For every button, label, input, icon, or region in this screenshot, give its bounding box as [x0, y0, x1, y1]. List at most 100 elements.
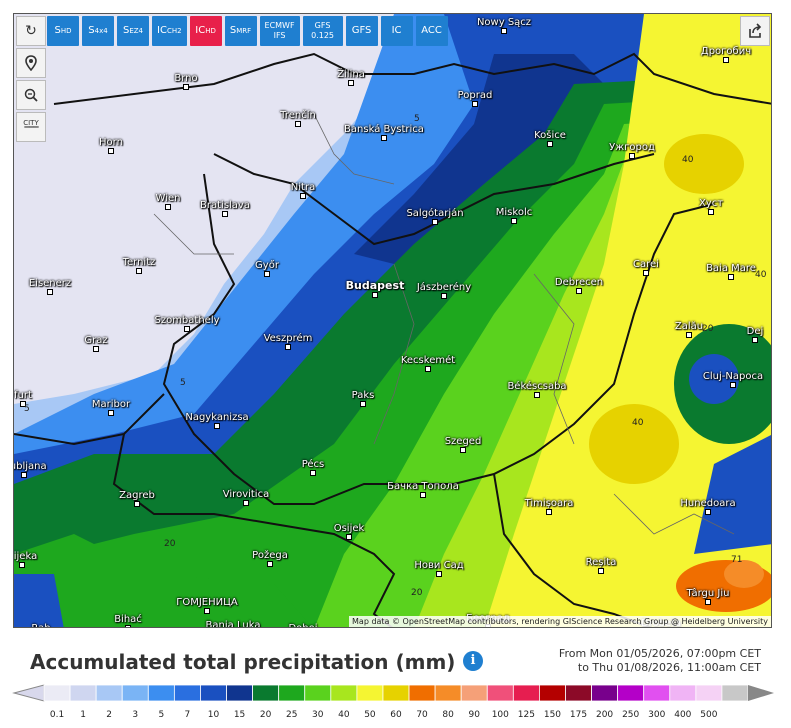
city-label[interactable]: Бачка Топола	[387, 481, 459, 492]
model-button-acc[interactable]: ACC	[415, 16, 448, 46]
city-label[interactable]: Banja Luka	[205, 620, 261, 628]
city-label[interactable]: Ужгород	[609, 142, 655, 153]
city-label[interactable]: Târgu Jiu	[686, 588, 730, 599]
city-marker	[264, 271, 270, 277]
legend-swatch	[95, 684, 123, 702]
city-label[interactable]: Bihać	[114, 614, 142, 625]
refresh-button[interactable]: ↻	[16, 16, 46, 46]
model-button-icch2[interactable]: IC CH2	[152, 16, 187, 46]
legend-value-label: 400	[674, 710, 692, 720]
info-icon[interactable]: i	[463, 651, 483, 671]
city-marker	[214, 423, 220, 429]
city-label[interactable]: Нови Сад	[414, 560, 464, 571]
city-marker	[425, 366, 431, 372]
city-label[interactable]: Miskolc	[495, 207, 533, 218]
city-label[interactable]: Osijek	[333, 523, 365, 534]
model-button-ic[interactable]: IC	[380, 16, 413, 46]
city-label[interactable]: Jászberény	[416, 282, 472, 293]
locate-button[interactable]	[16, 48, 46, 78]
city-label[interactable]: Paks	[351, 390, 375, 401]
city-label[interactable]: Békéscsaba	[507, 381, 567, 392]
city-marker	[125, 625, 131, 627]
city-label[interactable]: Košice	[534, 130, 566, 141]
city-label[interactable]: Nitra	[290, 182, 316, 193]
city-label[interactable]: Eisenerz	[28, 278, 72, 289]
city-label[interactable]: Salgótarján	[406, 208, 464, 219]
city-label[interactable]: Maribor	[91, 399, 131, 410]
city-label[interactable]: Kecskemét	[400, 355, 456, 366]
city-label[interactable]: Szombathely	[154, 315, 220, 326]
city-label[interactable]: Rab	[31, 623, 50, 627]
city-label[interactable]: Хуст	[698, 198, 724, 209]
city-label[interactable]: Nowy Sącz	[476, 17, 532, 28]
model-button-gfs-0-125[interactable]: GFS 0.125	[302, 16, 343, 46]
city-label[interactable]: Rijeka	[13, 551, 38, 562]
legend-value-label: 300	[648, 710, 666, 720]
city-label[interactable]: Horn	[99, 137, 123, 148]
city-label[interactable]: Wien	[155, 193, 181, 204]
city-label[interactable]: Debrecen	[554, 277, 604, 288]
city-label[interactable]: Doboj	[288, 623, 317, 627]
legend-upper-arrow	[748, 685, 774, 701]
city-marker	[460, 447, 466, 453]
model-button-gfs[interactable]: GFS	[345, 16, 378, 46]
city-label[interactable]: Győr	[255, 260, 279, 271]
contour-label: 5	[24, 404, 30, 414]
city-label[interactable]: Trenčín	[280, 110, 316, 121]
city-label[interactable]: Carei	[633, 259, 659, 270]
city-label[interactable]: Poprad	[457, 90, 493, 101]
contour-label: 20	[702, 324, 714, 334]
model-button-label: IC	[391, 25, 402, 36]
city-label[interactable]: Brno	[174, 73, 198, 84]
city-label[interactable]: Reșita	[585, 557, 617, 568]
legend-lower-arrow	[12, 684, 45, 702]
city-label[interactable]: Banská Bystrica	[344, 124, 424, 135]
model-button-label: GFS	[351, 25, 372, 36]
city-toggle-label: CITY	[23, 119, 39, 127]
city-label[interactable]: Pécs	[301, 459, 325, 470]
city-label[interactable]: Ternitz	[122, 257, 156, 268]
legend-swatch	[539, 684, 566, 702]
city-label[interactable]: Nagykanizsa	[185, 412, 249, 423]
model-button-s4x4[interactable]: S 4x4	[82, 16, 114, 46]
legend-swatch	[643, 684, 671, 702]
city-label[interactable]: Timișoara	[524, 498, 574, 509]
model-button-sublabel: HD	[205, 27, 216, 35]
city-label[interactable]: Žilina	[337, 69, 365, 80]
legend-value-label: 175	[569, 710, 588, 720]
city-label[interactable]: Ljubljana	[14, 461, 47, 472]
city-label[interactable]: Virovitica	[222, 489, 270, 500]
city-label[interactable]: Bratislava	[200, 200, 250, 211]
legend-swatch	[695, 684, 723, 702]
model-button-shd[interactable]: S HD	[47, 16, 79, 46]
model-button-ecmwf-ifs[interactable]: ECMWF IFS	[259, 16, 300, 46]
city-label[interactable]: Graz	[84, 335, 108, 346]
city-label[interactable]: Szeged	[444, 436, 482, 447]
share-button[interactable]	[740, 16, 770, 46]
model-button-sez4[interactable]: S EZ4	[117, 16, 149, 46]
legend-swatch	[226, 684, 253, 702]
city-label[interactable]: Hunedoara	[680, 498, 736, 509]
model-button-smrf[interactable]: S MRF	[224, 16, 257, 46]
city-label[interactable]: furt	[14, 390, 32, 401]
city-label[interactable]: Budapest	[345, 279, 405, 292]
city-label[interactable]: ГОМЈЕНИЦА	[176, 597, 238, 608]
city-label[interactable]: Дрогобич	[700, 46, 752, 57]
model-button-ichd[interactable]: IC HD	[189, 16, 222, 46]
city-marker	[708, 209, 714, 215]
legend-swatch	[591, 684, 619, 702]
city-toggle-button[interactable]: CITY ▔▔▔	[16, 112, 46, 142]
city-marker	[752, 337, 758, 343]
legend-swatch	[304, 684, 332, 702]
city-label[interactable]: Baia Mare	[706, 263, 756, 274]
city-label[interactable]: Zalău	[674, 321, 704, 332]
city-label[interactable]: Dej	[746, 326, 764, 337]
precipitation-map[interactable]: Nowy Sącz Дрогобич Brno Žilina Poprad Trenčín…	[13, 13, 772, 628]
city-label[interactable]: Cluj-Napoca	[702, 371, 764, 382]
legend-value-label: 3	[132, 710, 139, 720]
city-label[interactable]: Zagreb	[119, 490, 155, 501]
city-label[interactable]: Požega	[252, 550, 288, 561]
legend-value-label: 250	[622, 710, 640, 720]
zoom-out-button[interactable]	[16, 80, 46, 110]
city-label[interactable]: Veszprém	[263, 333, 313, 344]
